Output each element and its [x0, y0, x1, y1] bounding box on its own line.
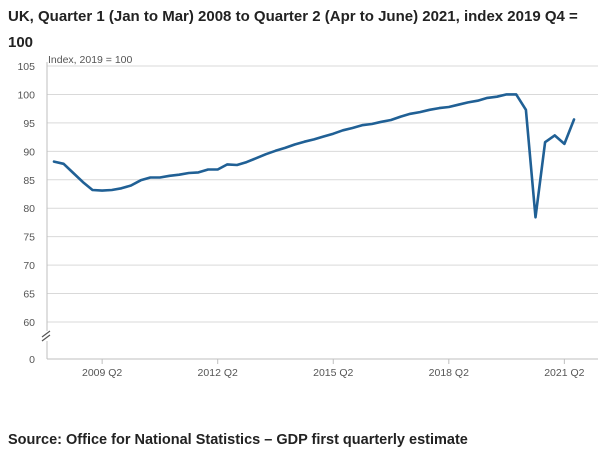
data-point	[419, 111, 422, 114]
data-point	[178, 173, 181, 176]
data-point	[563, 143, 566, 146]
data-point	[139, 179, 142, 182]
data-point	[457, 103, 460, 106]
data-point	[467, 101, 470, 104]
x-tick-label: 2009 Q2	[82, 367, 122, 379]
data-point	[428, 109, 431, 112]
data-point	[351, 127, 354, 130]
data-point	[544, 141, 547, 144]
data-point	[496, 95, 499, 98]
y-tick-label: 95	[23, 118, 35, 130]
data-point	[573, 118, 576, 121]
data-point	[332, 132, 335, 135]
y-axis-label: Index, 2019 = 100	[48, 54, 133, 66]
y-tick-label: 70	[23, 260, 35, 272]
data-point	[448, 106, 451, 109]
data-point	[188, 172, 191, 175]
x-axis: 2009 Q2 2012 Q2 2015 Q2 2018 Q2 2021 Q2	[41, 62, 598, 379]
data-point	[255, 157, 258, 160]
data-point	[101, 189, 104, 192]
data-point	[274, 149, 277, 152]
data-point	[265, 153, 268, 156]
y-tick-label: 90	[23, 146, 35, 158]
x-tick-label: 2018 Q2	[429, 367, 469, 379]
y-axis-ticks: 105 100 95 90 85 80 75 70 65 60 0	[17, 61, 35, 366]
data-point	[284, 147, 287, 150]
axis-break-mark	[41, 330, 51, 342]
data-point	[72, 172, 75, 175]
data-point	[370, 123, 373, 126]
data-point	[390, 119, 393, 122]
data-point	[82, 181, 85, 184]
y-tick-label: 75	[23, 232, 35, 244]
data-series	[52, 93, 576, 219]
data-point	[207, 168, 210, 171]
data-point	[515, 93, 518, 96]
data-point	[553, 134, 556, 137]
axis-break-mask	[41, 331, 53, 341]
chart-title: UK, Quarter 1 (Jan to Mar) 2008 to Quart…	[8, 8, 578, 51]
data-point	[149, 176, 152, 179]
y-gridlines	[47, 65, 598, 323]
data-point	[62, 163, 65, 166]
data-point	[534, 216, 537, 219]
data-point	[505, 93, 508, 96]
data-point	[476, 99, 479, 102]
y-tick-label: 80	[23, 203, 35, 215]
data-point	[168, 174, 171, 177]
data-point	[130, 184, 133, 187]
series-line	[52, 93, 576, 219]
data-point	[303, 140, 306, 143]
data-point	[120, 187, 123, 190]
data-point	[91, 189, 94, 192]
data-point	[53, 160, 56, 163]
y-tick-label: 100	[17, 89, 35, 101]
data-point	[486, 97, 489, 100]
data-point	[197, 171, 200, 174]
data-point	[245, 161, 248, 164]
data-point	[159, 176, 162, 179]
data-point	[525, 109, 528, 112]
data-point	[226, 163, 229, 166]
data-point	[409, 112, 412, 115]
data-point	[293, 143, 296, 146]
data-point	[216, 168, 219, 171]
data-point	[342, 129, 345, 132]
data-point	[399, 115, 402, 118]
data-point	[110, 189, 113, 192]
y-tick-label: 105	[17, 61, 35, 73]
data-point	[236, 164, 239, 167]
y-tick-label: 0	[29, 354, 35, 366]
source-note: Source: Office for National Statistics –…	[8, 432, 468, 448]
data-point	[438, 107, 441, 110]
data-point	[322, 135, 325, 138]
y-tick-label: 60	[23, 317, 35, 329]
y-tick-label: 65	[23, 289, 35, 301]
data-point	[380, 120, 383, 123]
data-point	[313, 138, 316, 141]
x-tick-label: 2012 Q2	[198, 367, 238, 379]
y-tick-label: 85	[23, 175, 35, 187]
x-tick-label: 2015 Q2	[313, 367, 353, 379]
x-tick-label: 2021 Q2	[544, 367, 584, 379]
data-point	[361, 124, 364, 127]
